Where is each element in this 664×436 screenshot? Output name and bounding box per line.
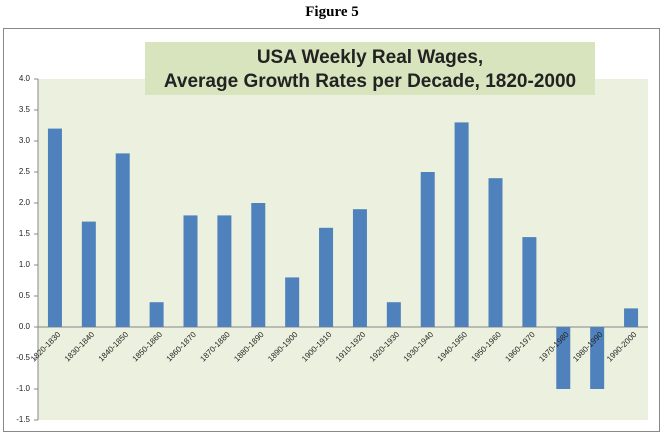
y-tick-label: 4.0	[19, 74, 31, 83]
y-tick-label: 3.5	[19, 105, 31, 114]
bar	[352, 209, 367, 327]
bar	[556, 327, 571, 389]
figure-label: Figure 5	[305, 4, 358, 20]
y-tick-label: 2.5	[19, 167, 31, 176]
bar	[319, 227, 334, 327]
bar	[285, 277, 300, 327]
bar	[183, 215, 198, 327]
bar	[217, 215, 232, 327]
bar	[47, 128, 62, 327]
bar	[454, 122, 469, 328]
bar	[590, 327, 605, 389]
bar	[81, 221, 96, 327]
chart-subtitle: Average Growth Rates per Decade, 1820-20…	[164, 71, 576, 92]
bar	[386, 302, 401, 327]
y-tick-label: -0.5	[16, 353, 30, 362]
y-tick-label: 0.5	[19, 291, 31, 300]
y-tick-label: 2.0	[19, 198, 31, 207]
bar	[522, 237, 537, 327]
bar	[251, 203, 266, 327]
bar	[420, 172, 435, 327]
bar	[115, 153, 130, 327]
y-tick-label: 0.0	[19, 322, 31, 331]
y-tick-label: 1.0	[19, 260, 31, 269]
chart-title: USA Weekly Real Wages,	[257, 47, 483, 68]
y-tick-label: -1.5	[16, 415, 30, 424]
bar	[488, 178, 503, 327]
y-tick-label: 1.5	[19, 229, 31, 238]
bar	[624, 308, 639, 327]
bar	[149, 302, 164, 327]
title-box	[145, 42, 595, 95]
y-tick-label: -1.0	[16, 384, 30, 393]
y-tick-label: 3.0	[19, 136, 31, 145]
plot-area	[38, 79, 648, 420]
